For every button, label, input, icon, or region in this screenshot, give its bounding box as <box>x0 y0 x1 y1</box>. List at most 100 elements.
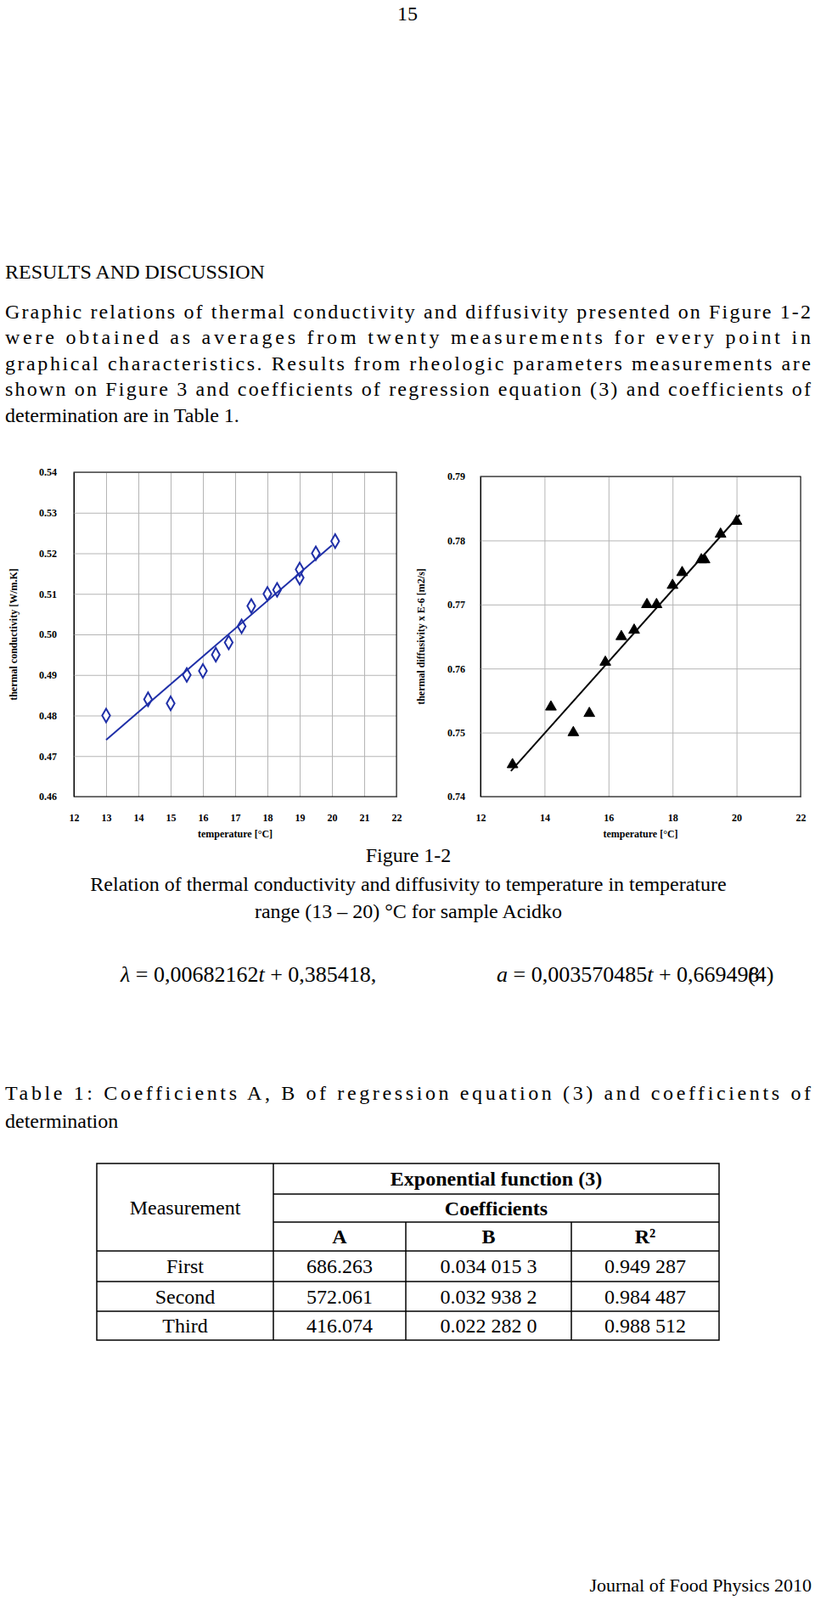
equation: a = 0,003570485t + 0,669498 <box>496 961 760 987</box>
table-cell: 0.984 487 <box>604 1285 686 1308</box>
x-tick-label: 18 <box>263 811 274 824</box>
y-tick: 0.77 <box>447 598 801 611</box>
table-cell: Third <box>162 1314 208 1337</box>
x-tick-label: 18 <box>668 811 679 824</box>
plot-frame <box>480 476 801 797</box>
x-tick: 19 <box>295 472 306 824</box>
y-axis: 0.74 0.75 0.76 0.77 0.78 0.79 <box>447 470 801 803</box>
data-point <box>198 663 207 678</box>
data-point <box>331 533 339 548</box>
table-cell: 0.022 282 0 <box>440 1314 538 1337</box>
y-grid-line <box>480 732 801 734</box>
x-axis: 121416182022 <box>476 476 807 824</box>
x-tick: 13 <box>101 472 113 824</box>
y-grid-line <box>73 674 397 676</box>
paragraph-line: were obtained as averages from twenty me… <box>5 326 811 349</box>
table-cell: 0.034 015 3 <box>440 1254 538 1277</box>
y-tick-label: 0.52 <box>39 547 57 560</box>
y-tick-label: 0.78 <box>447 534 466 547</box>
data-point <box>166 696 175 710</box>
y-grid-line <box>73 634 397 636</box>
y-grid-line <box>73 715 397 717</box>
x-tick-label: 20 <box>327 811 338 824</box>
y-tick-label: 0.77 <box>447 598 466 611</box>
x-grid-line <box>544 476 546 797</box>
chart: 1214161820220.740.750.760.770.780.79temp… <box>415 470 807 840</box>
data-point <box>567 725 579 736</box>
x-tick: 16 <box>198 472 209 824</box>
x-tick-label: 22 <box>796 811 807 824</box>
equation: λ = 0,00682162t + 0,385418, <box>119 961 377 987</box>
x-tick: 17 <box>230 472 242 824</box>
x-tick: 18 <box>668 476 679 824</box>
table-cell: Second <box>155 1285 216 1308</box>
x-tick-label: 16 <box>198 811 209 824</box>
table-cell: 416.074 <box>306 1314 373 1337</box>
y-grid-line <box>73 593 397 595</box>
y-axis-title: thermal conductivity [W/m.K] <box>7 567 20 701</box>
table-rule <box>96 1309 720 1312</box>
y-tick: 0.52 <box>39 547 397 560</box>
plot-frame <box>73 472 397 797</box>
section-heading: RESULTS AND DISCUSSION <box>5 260 265 283</box>
table-rule <box>272 1163 275 1340</box>
y-tick-label: 0.54 <box>39 466 57 478</box>
footer: Journal of Food Physics 2010 <box>589 1573 812 1596</box>
x-tick-label: 16 <box>603 811 614 824</box>
y-tick: 0.50 <box>39 628 397 641</box>
data-point <box>101 708 110 722</box>
table-cell: 686.263 <box>306 1254 373 1277</box>
x-grid-line <box>608 476 610 797</box>
y-tick-label: 0.76 <box>447 663 466 675</box>
table-column-header: B <box>481 1225 495 1248</box>
x-tick-label: 12 <box>69 811 80 824</box>
table-header: Exponential function (3) <box>390 1167 602 1190</box>
y-tick-label: 0.49 <box>39 668 57 681</box>
x-tick: 14 <box>539 476 551 824</box>
plot-marks <box>506 514 742 771</box>
y-tick-label: 0.79 <box>447 470 466 483</box>
x-tick-label: 13 <box>101 811 113 824</box>
y-grid-line <box>480 604 801 606</box>
x-tick-label: 14 <box>539 811 551 824</box>
x-tick-label: 21 <box>359 811 371 824</box>
page-number: 15 <box>397 2 418 25</box>
y-tick-label: 0.74 <box>447 790 466 803</box>
data-point <box>641 597 653 608</box>
y-tick-label: 0.48 <box>39 709 57 722</box>
y-tick-label: 0.53 <box>39 506 57 519</box>
data-point <box>212 647 220 662</box>
data-point <box>224 635 233 649</box>
y-axis: 0.460.470.480.490.500.510.520.530.54 <box>39 466 397 803</box>
data-point <box>616 629 628 640</box>
y-tick: 0.48 <box>39 709 397 722</box>
paragraph-line: graphical characteristics. Results from … <box>5 352 811 375</box>
table-caption-line: Table 1: Coefficients A, B of regression… <box>5 1081 811 1104</box>
table-cell: 0.949 287 <box>604 1254 686 1277</box>
figure-label: Figure 1-2 <box>365 843 452 866</box>
y-tick: 0.75 <box>447 726 801 739</box>
table-rule <box>96 1249 720 1252</box>
table-rule <box>273 1192 720 1195</box>
x-tick: 16 <box>603 476 614 824</box>
x-tick-label: 20 <box>731 811 742 824</box>
figure-caption-line: range (13 – 20) °C for sample Acidko <box>254 899 563 922</box>
paragraph-line: determination are in Table 1. <box>5 404 240 427</box>
y-tick: 0.76 <box>447 663 801 675</box>
table-cell: 0.988 512 <box>604 1314 686 1337</box>
y-tick: 0.49 <box>39 668 397 681</box>
data-point <box>545 700 557 710</box>
table-rule <box>570 1221 573 1340</box>
data-point <box>247 599 255 613</box>
table-cell: 0.032 938 2 <box>440 1285 538 1308</box>
y-tick-label: 0.50 <box>39 628 57 641</box>
plot-marks <box>101 533 339 740</box>
y-tick-label: 0.51 <box>39 588 57 601</box>
page-svg: 15RESULTS AND DISCUSSIONGraphic relation… <box>0 0 815 1600</box>
regression-line <box>106 545 332 740</box>
x-axis-title: temperature [°C] <box>602 827 678 840</box>
y-axis-title: thermal diffusivity x E-6 [m2/s] <box>415 567 428 705</box>
regression-line <box>511 514 741 771</box>
data-point <box>506 758 518 768</box>
table-header: Coefficients <box>444 1197 548 1220</box>
